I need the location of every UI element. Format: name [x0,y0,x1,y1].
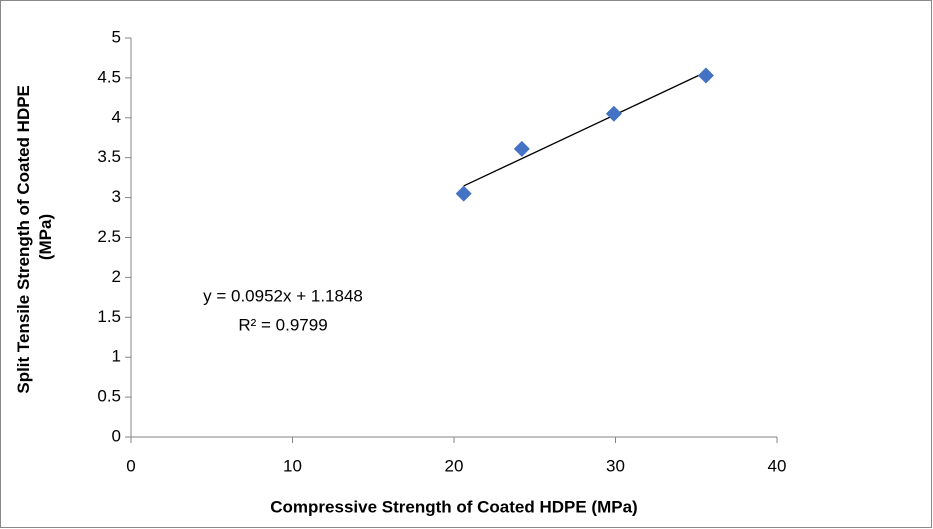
x-tick-label: 40 [768,456,787,475]
x-tick-label: 10 [283,456,302,475]
y-tick-label: 4 [112,107,121,126]
y-tick-label: 1 [112,347,121,366]
y-tick-label: 0 [112,426,121,445]
x-tick-label: 0 [126,456,135,475]
y-tick-label: 1.5 [97,307,121,326]
y-tick-label: 3 [112,187,121,206]
y-tick-label: 2.5 [97,227,121,246]
y-axis-title: Split Tensile Strength of Coated HDPE (M… [14,80,55,393]
y-tick-label: 4.5 [97,67,121,86]
y-axis-title-line: (MPa) [36,214,55,260]
x-tick-label: 30 [606,456,625,475]
data-point [697,67,714,84]
trendline-equation: y = 0.0952x + 1.1848 [203,286,363,305]
trendline [463,71,707,187]
y-tick-label: 0.5 [97,387,121,406]
x-axis-title: Compressive Strength of Coated HDPE (MPa… [270,497,637,516]
y-axis-title-line: Split Tensile Strength of Coated HDPE [14,85,33,394]
trendline-r-squared: R² = 0.9799 [238,315,327,334]
data-point [455,185,472,202]
y-tick-label: 2 [112,267,121,286]
data-point [513,140,530,157]
y-tick-label: 3.5 [97,147,121,166]
data-point [605,105,622,122]
y-tick-label: 5 [112,27,121,46]
x-tick-label: 20 [445,456,464,475]
